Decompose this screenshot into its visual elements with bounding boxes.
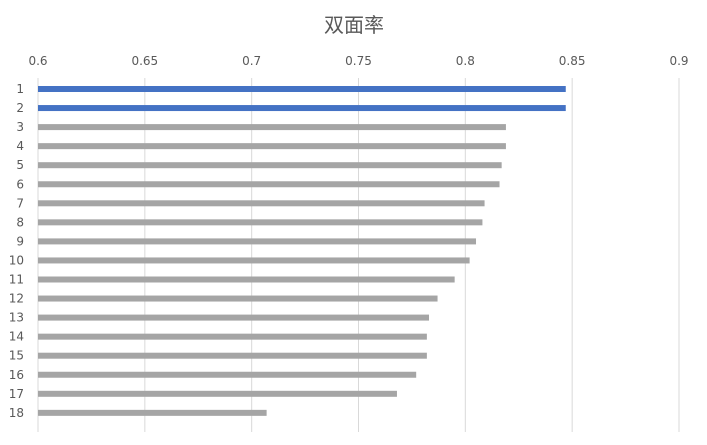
category-label: 13 [9, 311, 24, 325]
category-label: 11 [9, 273, 24, 287]
category-label: 3 [16, 120, 24, 134]
bar-13 [38, 314, 430, 321]
category-label: 12 [9, 292, 24, 306]
bar-18 [38, 409, 267, 416]
category-label: 8 [16, 215, 24, 229]
bar-10 [38, 257, 470, 264]
bar-12 [38, 295, 438, 302]
x-tick-label: 0.65 [131, 54, 158, 68]
category-label: 1 [16, 82, 24, 96]
x-tick-label: 0.7 [242, 54, 261, 68]
category-label: 9 [16, 234, 24, 248]
bar-6 [38, 181, 500, 188]
bar-2 [38, 105, 566, 112]
category-label: 17 [9, 387, 24, 401]
category-label: 6 [16, 177, 24, 191]
category-label: 4 [16, 139, 24, 153]
bar-15 [38, 352, 427, 359]
bar-8 [38, 219, 483, 226]
bars [38, 86, 566, 416]
category-label: 16 [9, 368, 24, 382]
category-label: 10 [9, 253, 24, 267]
bar-11 [38, 276, 455, 283]
category-label: 18 [9, 406, 24, 420]
category-label: 14 [9, 330, 24, 344]
x-tick-label: 0.8 [456, 54, 475, 68]
bar-16 [38, 371, 417, 378]
x-axis-tick-labels: 0.6 0.65 0.7 0.75 0.8 0.85 0.9 [28, 54, 688, 68]
bar-9 [38, 238, 477, 245]
chart-title: 双面率 [324, 13, 384, 37]
x-tick-label: 0.9 [669, 54, 688, 68]
category-label: 5 [16, 158, 24, 172]
bar-4 [38, 143, 506, 150]
x-tick-label: 0.6 [28, 54, 47, 68]
bar-7 [38, 200, 485, 207]
category-label: 2 [16, 101, 24, 115]
bar-17 [38, 390, 397, 397]
bar-1 [38, 86, 566, 92]
x-tick-label: 0.85 [559, 54, 586, 68]
x-tick-label: 0.75 [345, 54, 372, 68]
bar-5 [38, 162, 502, 169]
category-label: 7 [16, 196, 24, 210]
category-label: 15 [9, 349, 24, 363]
gridlines [37, 78, 680, 432]
bar-3 [38, 124, 506, 131]
bar-14 [38, 333, 427, 340]
